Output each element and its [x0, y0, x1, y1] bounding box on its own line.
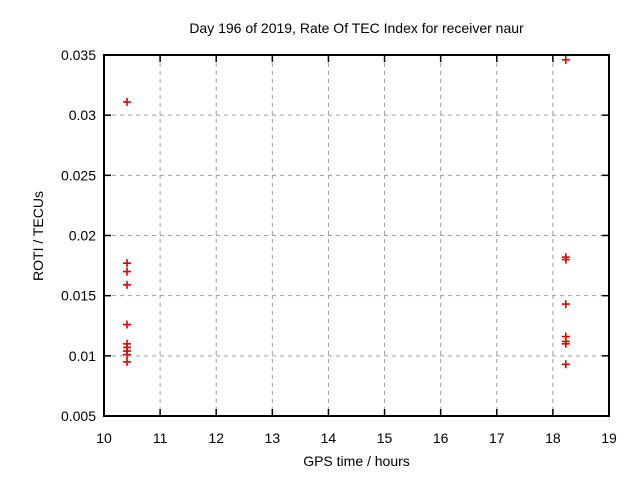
x-tick-label: 15 — [377, 430, 393, 446]
data-point-marker — [123, 97, 132, 106]
data-point-marker — [123, 259, 132, 268]
y-tick-label: 0.035 — [61, 47, 96, 63]
x-tick-label: 14 — [321, 430, 337, 446]
data-point-marker — [561, 360, 570, 369]
y-tick-label: 0.025 — [61, 167, 96, 183]
data-point-marker — [123, 280, 132, 289]
data-point-marker — [123, 320, 132, 329]
data-point-marker — [561, 255, 570, 264]
x-tick-label: 11 — [153, 430, 168, 446]
x-tick-label: 17 — [489, 430, 505, 446]
x-tick-label: 12 — [208, 430, 224, 446]
x-tick-label: 10 — [96, 430, 112, 446]
chart-title: Day 196 of 2019, Rate Of TEC Index for r… — [189, 20, 524, 36]
data-point-marker — [123, 267, 132, 276]
x-tick-label: 19 — [601, 430, 617, 446]
x-axis-label: GPS time / hours — [303, 453, 410, 469]
x-tick-label: 16 — [433, 430, 449, 446]
plot-border — [103, 54, 610, 417]
x-tick-label: 13 — [265, 430, 281, 446]
y-tick-label: 0.02 — [69, 228, 96, 244]
data-point-marker — [123, 350, 132, 359]
data-point-marker — [561, 339, 570, 348]
y-tick-label: 0.005 — [61, 408, 96, 424]
y-tick-label: 0.01 — [69, 348, 96, 364]
data-point-marker — [561, 300, 570, 309]
data-point-marker — [123, 357, 132, 366]
y-tick-label: 0.03 — [69, 107, 96, 123]
data-point-marker — [561, 55, 570, 64]
x-tick-label: 18 — [545, 430, 561, 446]
y-tick-label: 0.015 — [61, 288, 96, 304]
